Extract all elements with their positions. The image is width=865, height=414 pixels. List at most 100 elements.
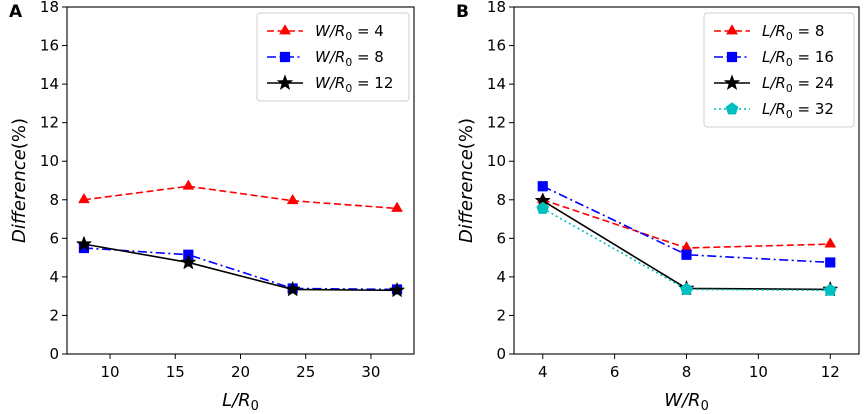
legend-label: W/R0 = 4	[315, 22, 384, 43]
x-tick-label: 15	[166, 363, 185, 381]
y-tick-label: 4	[496, 268, 506, 286]
y-tick-label: 4	[49, 268, 59, 286]
label-tail: = 16	[793, 48, 834, 66]
y-tick-label: 8	[496, 191, 506, 209]
data-point	[537, 181, 548, 192]
series-0	[537, 193, 836, 252]
legend-label: W/R0 = 8	[315, 48, 384, 69]
y-axis-label-unit: (%)	[9, 118, 30, 149]
legend: W/R0 = 4W/R0 = 8W/R0 = 12	[256, 12, 410, 102]
legend-label: L/R0 = 32	[762, 100, 834, 121]
y-tick-label: 16	[487, 37, 506, 55]
label-var: L/R	[762, 48, 786, 66]
label-tail: = 32	[793, 100, 834, 118]
label-tail: = 8	[352, 48, 384, 66]
data-point	[389, 282, 405, 297]
x-tick-label: 12	[821, 363, 840, 381]
legend: L/R0 = 8L/R0 = 16L/R0 = 24L/R0 = 32	[703, 12, 855, 128]
panel-label-a: A	[9, 2, 23, 22]
legend-marker	[726, 51, 738, 63]
label-sub: 0	[786, 56, 793, 69]
y-axis-label-word: Difference	[9, 149, 30, 243]
legend-marker	[723, 74, 741, 91]
data-point	[76, 236, 92, 251]
data-point	[680, 282, 693, 295]
y-tick-label: 6	[49, 229, 59, 247]
y-axis-label-word: Difference	[456, 149, 477, 243]
legend-marker	[725, 102, 739, 115]
x-axis-label-sub: 0	[251, 399, 259, 414]
series-line	[542, 199, 831, 249]
x-tick-label: 10	[101, 363, 120, 381]
data-point	[285, 281, 301, 296]
label-var: W/R	[315, 48, 345, 66]
data-point	[78, 193, 90, 204]
label-tail: = 8	[793, 22, 825, 40]
label-var: W/R	[315, 22, 345, 40]
label-var: L/R	[762, 100, 786, 118]
y-tick-label: 10	[40, 152, 59, 170]
data-point	[823, 283, 837, 296]
panel-label-b: B	[456, 2, 469, 22]
label-var: W/R	[315, 74, 345, 92]
label-sub: 0	[786, 30, 793, 43]
y-tick-label: 6	[496, 229, 506, 247]
data-point	[391, 202, 403, 212]
legend-marker	[279, 51, 291, 63]
legend-box	[256, 12, 410, 102]
y-tick-label: 18	[40, 0, 59, 16]
series-1	[537, 181, 836, 268]
label-tail: = 24	[793, 74, 834, 92]
series-line	[542, 185, 831, 264]
label-sub: 0	[786, 108, 793, 121]
series-line	[83, 247, 398, 291]
label-tail: = 12	[352, 74, 393, 92]
legend-label: W/R0 = 12	[315, 74, 393, 95]
x-axis-label: L/R0	[222, 390, 259, 414]
label-sub: 0	[345, 82, 352, 95]
x-axis-label-sub: 0	[701, 399, 709, 414]
series-3	[536, 201, 837, 296]
data-point	[182, 179, 194, 190]
x-tick-label: 25	[296, 363, 315, 381]
series-line	[542, 207, 831, 292]
data-point	[536, 201, 550, 214]
y-tick-label: 14	[487, 75, 506, 93]
series-line	[83, 185, 398, 210]
legend-marker	[276, 74, 294, 91]
y-tick-label: 16	[40, 37, 59, 55]
data-point	[825, 257, 836, 268]
label-sub: 0	[345, 30, 352, 43]
x-tick-label: 10	[749, 363, 768, 381]
x-tick-label: 30	[361, 363, 380, 381]
y-axis-label: Difference(%)	[9, 118, 30, 243]
y-tick-label: 0	[49, 345, 59, 363]
x-axis-label: W/R0	[664, 390, 709, 414]
y-tick-label: 14	[40, 75, 59, 93]
y-tick-label: 10	[487, 152, 506, 170]
x-tick-label: 20	[231, 363, 250, 381]
legend-marker	[279, 24, 291, 35]
series-2	[76, 236, 405, 297]
y-tick-label: 2	[49, 306, 59, 324]
series-line	[83, 243, 398, 292]
y-tick-label: 8	[49, 191, 59, 209]
data-point	[287, 194, 299, 205]
label-var: L/R	[762, 22, 786, 40]
data-point	[180, 254, 196, 269]
label-var: L/R	[762, 74, 786, 92]
y-tick-label: 12	[40, 114, 59, 132]
y-axis-label-unit: (%)	[456, 118, 477, 149]
x-axis-label-var: W/R	[664, 390, 700, 411]
data-point	[824, 237, 836, 248]
legend-label: L/R0 = 8	[762, 22, 824, 43]
label-sub: 0	[345, 56, 352, 69]
x-axis-label-var: L/R	[222, 390, 251, 411]
series-0	[78, 179, 403, 212]
data-point	[681, 249, 692, 260]
legend-marker	[726, 24, 738, 35]
legend-label: L/R0 = 16	[762, 48, 834, 69]
label-tail: = 4	[352, 22, 384, 40]
y-tick-label: 2	[496, 306, 506, 324]
